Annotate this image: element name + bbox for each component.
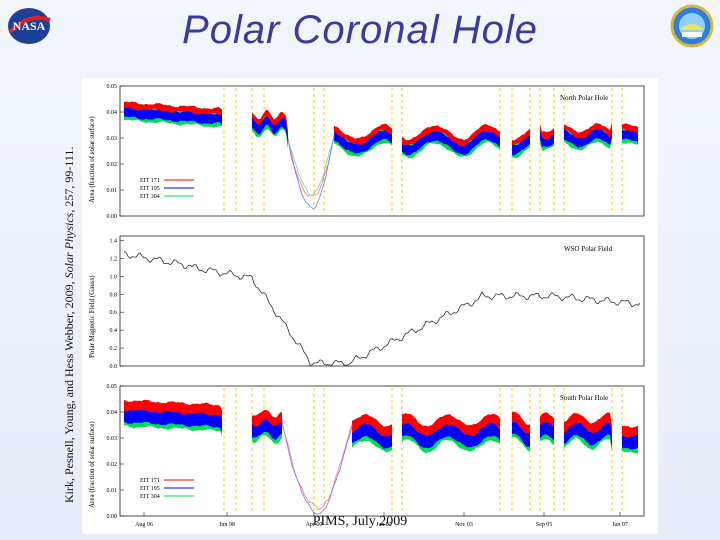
ytick-label: 0.4: [110, 328, 118, 334]
figure-frame: Area (fraction of solar surface) 0.00 0.0…: [82, 78, 658, 534]
xtick-label: Jun 98: [219, 522, 235, 528]
north-eit304-band-segment: [564, 125, 612, 148]
south-eit171-band-segment: [252, 409, 282, 427]
north-eit304-band-segment: [622, 129, 638, 142]
south-panel: Area (fraction of solar surface) 0.00 0.0…: [88, 384, 645, 528]
north-eit304-band-segment: [252, 116, 288, 146]
ytick-label: 0.2: [110, 346, 118, 352]
north-eit171-band-segment: [564, 122, 612, 139]
ytick-label: 0.6: [110, 310, 118, 316]
ytick-label: 1.0: [110, 274, 118, 280]
citation: Kirk, Pesnell, Young, and Hess Webber, 2…: [62, 146, 76, 503]
south-eit171-band-segment: [352, 413, 392, 437]
south-panel-label: South Polar Hole: [560, 394, 608, 402]
ytick-label: 0.03: [107, 136, 118, 142]
ytick-label: 0.8: [110, 292, 118, 298]
north-panel: Area (fraction of solar surface) 0.00 0.0…: [88, 84, 645, 220]
south-eit171-gap: [281, 421, 353, 510]
legend-label: EIT 171: [140, 178, 160, 184]
xtick-label: Jan 02: [376, 522, 392, 528]
north-eit171-band-segment: [512, 128, 530, 146]
xtick-label: Aug 96: [135, 522, 153, 528]
xtick-label: Apr 00: [306, 522, 323, 528]
ytick-label: 0.05: [107, 84, 118, 90]
south-eit304-band-segment: [352, 419, 392, 449]
south-eit171-band-segment: [564, 412, 612, 437]
legend-label: EIT 195: [140, 486, 160, 492]
xtick-label: Nov 03: [455, 522, 473, 528]
ytick-label: 0.03: [107, 436, 118, 442]
ytick-label: 0.00: [107, 214, 118, 220]
xtick-label: Jun 07: [612, 522, 628, 528]
ytick-label: 0.0: [110, 364, 118, 370]
wso-polar-field-line: [123, 251, 641, 366]
north-eit171-band-segment: [334, 123, 392, 145]
ytick-label: 0.01: [107, 488, 118, 494]
ytick-label: 0.04: [107, 410, 118, 416]
north-eit171-band-segment: [540, 124, 554, 140]
footer-text: PIMS, July 2009: [312, 514, 408, 529]
svg-text:NASA: NASA: [13, 19, 46, 33]
ytick-label: 0.01: [107, 188, 118, 194]
ytick-label: 1.4: [110, 238, 118, 244]
south-eit304-band-segment: [512, 414, 530, 448]
south-eit171-band: [124, 399, 222, 421]
ytick-label: 1.2: [110, 256, 118, 262]
legend-label: EIT 171: [140, 478, 160, 484]
figure: Area (fraction of solar surface) 0.00 0.0…: [88, 84, 645, 528]
ytick-label: 0.04: [107, 110, 118, 116]
ytick-label: 0.05: [107, 384, 118, 390]
south-eit171-band-segment: [540, 412, 554, 428]
ytick-label: 0.02: [107, 462, 118, 468]
south-eit171-band-segment: [622, 425, 638, 438]
south-eit195-gap: [281, 423, 353, 515]
north-eit171-band: [124, 101, 222, 116]
north-panel-label: North Polar Hole: [560, 94, 608, 102]
south-eit304-band-segment: [402, 417, 500, 449]
north-eit304-band-segment: [512, 134, 530, 156]
ytick-label: 0.00: [107, 514, 118, 520]
ytick-label: 0.02: [107, 162, 118, 168]
north-eit171-band-segment: [622, 123, 638, 134]
field-ylabel: Polar Magnetic Field (Gauss): [88, 275, 96, 358]
south-eit171-band-segment: [402, 413, 500, 437]
south-ylabel: Area (fraction of solar surface): [88, 421, 96, 508]
nasa-logo: NASA: [8, 8, 51, 44]
north-eit195-gap: [287, 135, 335, 209]
conference-emblem-icon: [670, 4, 714, 48]
legend-label: EIT 195: [140, 186, 160, 192]
north-eit171-band-segment: [252, 109, 288, 135]
north-eit304-gap: [287, 137, 335, 197]
legend-label: EIT 304: [140, 494, 160, 500]
south-eit171-band-segment: [512, 411, 530, 434]
field-panel: Polar Magnetic Field (Gauss) 0.0 0.2 0.4 0.…: [88, 235, 645, 370]
north-ylabel: Area (fraction of solar surface): [88, 116, 96, 203]
north-eit171-band-segment: [402, 123, 500, 147]
field-panel-label: WSO Polar Field: [564, 245, 613, 253]
legend-label: EIT 304: [140, 194, 160, 200]
slide-title: Polar Coronal Hole: [182, 8, 538, 52]
xtick-label: Sep 05: [536, 522, 553, 528]
